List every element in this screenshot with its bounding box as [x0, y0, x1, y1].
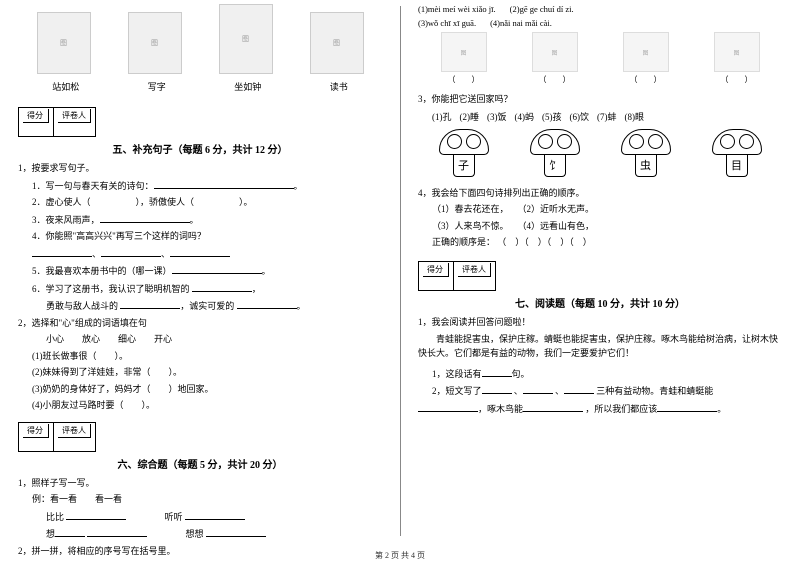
q3-i3: (3)饭 [487, 110, 507, 123]
pinyin-4: (4)nǎi nai mǎi cài. [490, 18, 552, 28]
mushroom-stem-3: 虫 [635, 155, 657, 177]
pinyin-1: (1)mèi meí wèi xiǎo jī. [418, 4, 496, 14]
q5-1-5: 5．我最喜欢本册书中的（哪一课）。 [18, 264, 382, 279]
q5-1-3: 3．夜来风雨声，。 [18, 213, 382, 228]
grader-label: 评卷人 [58, 109, 91, 123]
column-divider [400, 6, 401, 536]
q5-2: 2，选择和"心"组成的词语填在句 [18, 317, 382, 331]
page-footer: 第 2 页 共 4 页 [0, 550, 800, 561]
pinyin-row-2: (3)wǒ chī xī guā. (4)nǎi nai mǎi cài. [418, 18, 782, 28]
q5-1-4-blank: 、、 [18, 247, 382, 262]
q5-1-6: 6．学习了这册书，我认识了聪明机智的 ， [18, 282, 382, 297]
mushroom-stem-2: 饣 [544, 155, 566, 177]
paren-4: （ ） [721, 74, 753, 85]
score-box-6: 得分 评卷人 [18, 422, 96, 452]
q7-1-1: 1，这段话有句。 [418, 367, 782, 382]
q3-items: (1)孔 (2)睡 (3)饭 (4)蚂 (5)孩 (6)饮 (7)蚌 (8)眼 [418, 110, 782, 123]
q5-1-2: 2．虚心使人（ ），骄傲使人（ ）。 [18, 196, 382, 210]
q3-i1: (1)孔 [432, 110, 452, 123]
q4-ans: 正确的顺序是： （ ）（ ）（ ）（ ） [418, 236, 782, 250]
img-label-1: 站如松 [52, 80, 79, 93]
mushroom-3: 虫 [621, 129, 671, 177]
passage: 青蛙能捉害虫，保护庄稼。蜻蜓也能捉害虫，保护庄稼。啄木鸟能给树治病，让树木快快长… [418, 332, 782, 361]
q5-1-1: 1．写一句与春天有关的诗句：。 [18, 179, 382, 194]
small-image-row: 图 图 图 图 [418, 32, 782, 72]
section-7-title: 七、阅读题（每题 10 分，共计 10 分） [418, 295, 782, 310]
q3-i4: (4)蚂 [515, 110, 535, 123]
score-label: 得分 [23, 109, 49, 123]
score-box-5: 得分 评卷人 [18, 107, 96, 137]
mushroom-4: 目 [712, 129, 762, 177]
image-placeholder-2: 图 [128, 12, 182, 74]
image-placeholder-3: 图 [219, 4, 273, 74]
q4-row2: （3）人来鸟不惊。 （4）远看山有色， [418, 220, 782, 234]
q6-row1: 比比 听听 [18, 510, 382, 525]
img-label-2: 写字 [148, 80, 166, 93]
q7-1-2b: ，啄木鸟能 ，所以我们都应该。 [418, 402, 782, 417]
grader-label-7: 评卷人 [458, 263, 491, 277]
q7-1: 1，我会阅读并回答问题啦！ [418, 316, 782, 330]
mushroom-1: 子 [439, 129, 489, 177]
q6-1: 1，照样子写一写。 [18, 477, 382, 491]
q3-i8: (8)眼 [625, 110, 645, 123]
grader-label-6: 评卷人 [58, 424, 91, 438]
image-placeholder-1: 图 [37, 12, 91, 74]
pinyin-3: (3)wǒ chī xī guā. [418, 18, 476, 28]
section-6-title: 六、综合题（每题 5 分，共计 20 分） [18, 456, 382, 471]
img-label-4: 读书 [330, 80, 348, 93]
q4: 4，我会给下面四句诗排列出正确的顺序。 [418, 187, 782, 201]
score-label-7: 得分 [423, 263, 449, 277]
image-placeholder-4: 图 [310, 12, 364, 74]
q3: 3，你能把它送回家吗？ [418, 93, 782, 107]
mushroom-stem-1: 子 [453, 155, 475, 177]
q5-1-4: 4．你能照"高高兴兴"再写三个这样的词吗？ [18, 230, 382, 244]
q6-1-ex: 例：看一看 看一看 [18, 493, 382, 507]
q5-1-6b: 勇敢与敌人战斗的 ，诚实可爱的 。 [18, 299, 382, 314]
paren-1: （ ） [448, 74, 480, 85]
q5-2-2: (2)妹妹得到了洋娃娃，非常（ ）。 [18, 366, 382, 380]
mushroom-row: 子 饣 虫 目 [418, 129, 782, 177]
q3-i7: (7)蚌 [597, 110, 617, 123]
mushroom-2: 饣 [530, 129, 580, 177]
pinyin-2: (2)gē ge chuí dí zi. [510, 4, 574, 14]
image-labels: 站如松 写字 坐如钟 读书 [18, 80, 382, 93]
q3-i5: (5)孩 [542, 110, 562, 123]
q3-i2: (2)睡 [460, 110, 480, 123]
q5-1: 1，按要求写句子。 [18, 162, 382, 176]
q5-2-4: (4)小朋友过马路时要（ ）。 [18, 399, 382, 413]
q5-2-1: (1)班长做事很（ ）。 [18, 350, 382, 364]
score-box-7: 得分 评卷人 [418, 261, 496, 291]
small-img-3: 图 [623, 32, 669, 72]
section-5-title: 五、补充句子（每题 6 分，共计 12 分） [18, 141, 382, 156]
small-img-1: 图 [441, 32, 487, 72]
q5-2-opts: 小心 放心 细心 开心 [18, 333, 382, 347]
mushroom-stem-4: 目 [726, 155, 748, 177]
small-img-2: 图 [532, 32, 578, 72]
q3-i6: (6)饮 [570, 110, 590, 123]
img-label-3: 坐如钟 [234, 80, 261, 93]
q6-row2: 想 想想 [18, 527, 382, 542]
q7-1-2: 2，短文写了 、 、 三种有益动物。青蛙和蜻蜓能 [418, 384, 782, 399]
small-img-4: 图 [714, 32, 760, 72]
paren-3: （ ） [630, 74, 662, 85]
q5-2-3: (3)奶奶的身体好了，妈妈才（ ）地回家。 [18, 383, 382, 397]
paren-row: （ ） （ ） （ ） （ ） [418, 74, 782, 85]
paren-2: （ ） [539, 74, 571, 85]
score-label-6: 得分 [23, 424, 49, 438]
q4-row1: （1）春去花还在， （2）近听水无声。 [418, 203, 782, 217]
pinyin-row-1: (1)mèi meí wèi xiǎo jī. (2)gē ge chuí dí… [418, 4, 782, 14]
image-row: 图 图 图 图 [18, 4, 382, 74]
